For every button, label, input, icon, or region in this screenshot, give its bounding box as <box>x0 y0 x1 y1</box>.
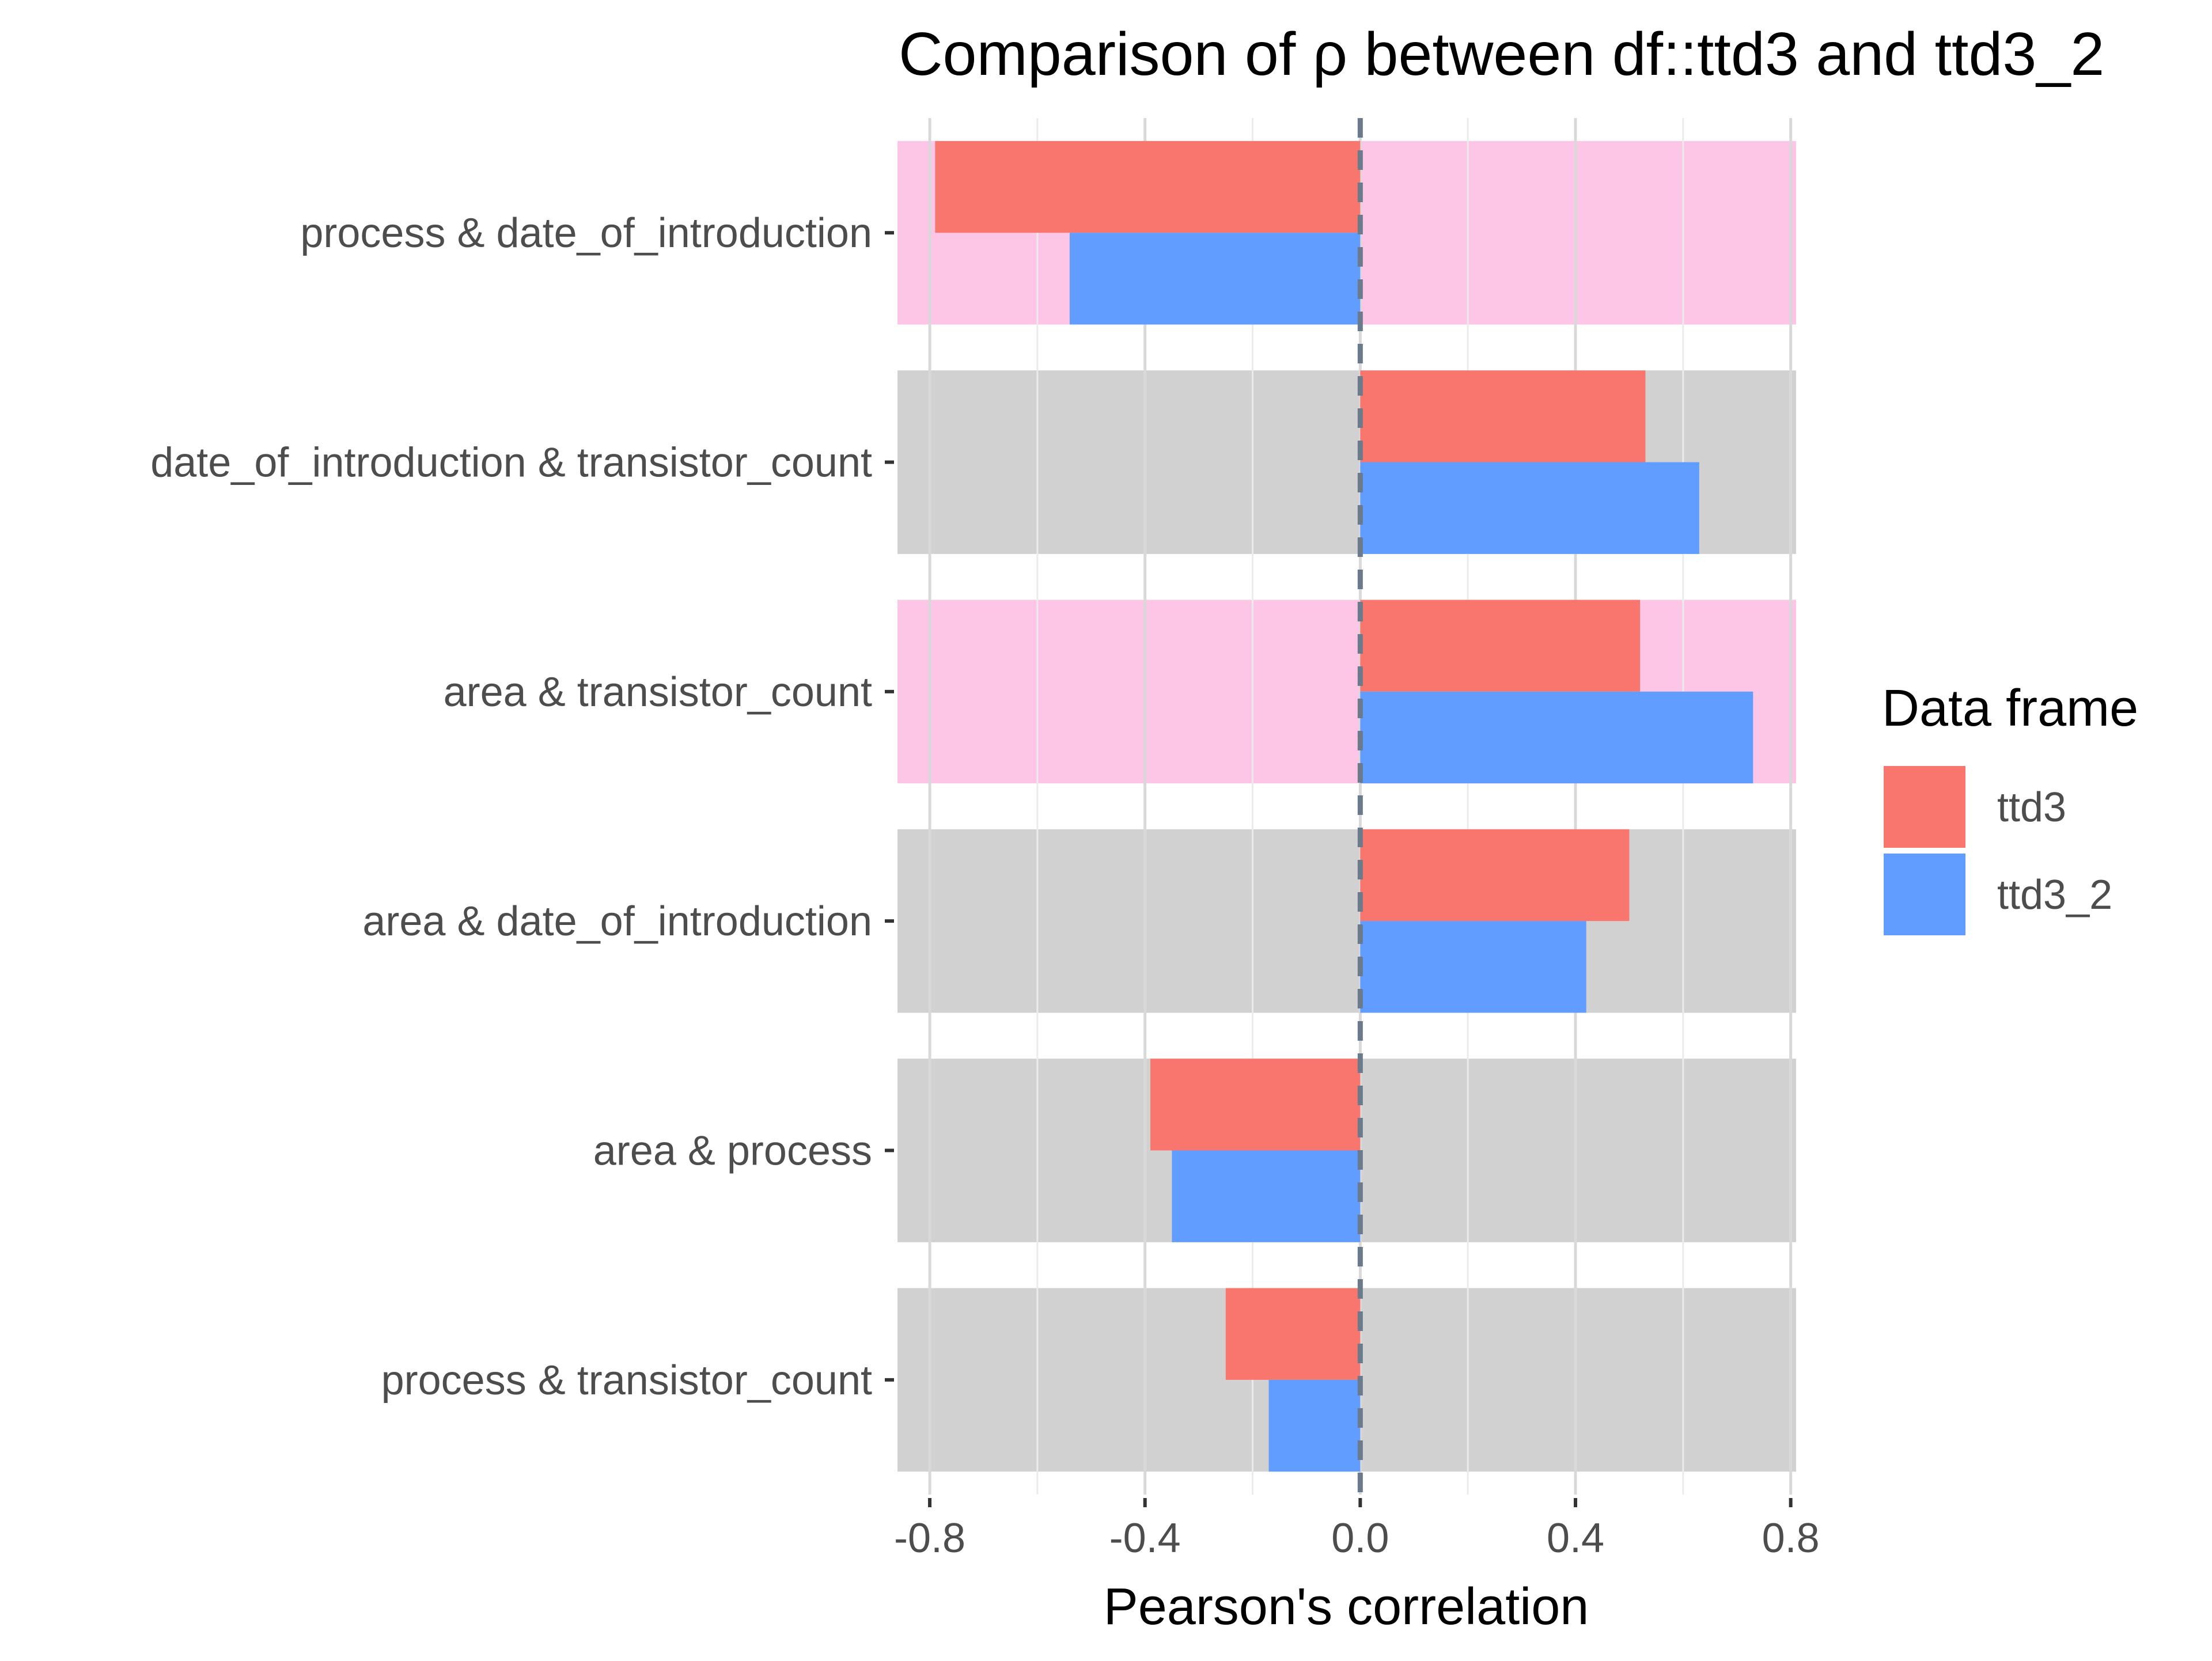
x-tick-label: -0.8 <box>894 1515 965 1561</box>
y-tick-label: date_of_introduction & transistor_count <box>150 440 872 486</box>
legend-label-ttd3-2: ttd3_2 <box>1997 872 2112 918</box>
x-axis-title: Pearson's correlation <box>1104 1578 1589 1636</box>
bar-ttd3-process-date-of-introduction <box>935 141 1361 233</box>
x-tick-label: 0.4 <box>1547 1515 1604 1561</box>
bar-ttd3-2-area-process <box>1172 1150 1361 1242</box>
bar-ttd3-2-date-of-introduction-transistor-count <box>1360 462 1699 554</box>
x-tick-label: 0.0 <box>1331 1515 1389 1561</box>
bar-ttd3-2-process-date-of-introduction <box>1069 233 1361 325</box>
bar-ttd3-process-transistor-count <box>1225 1288 1361 1380</box>
legend-items: ttd3 ttd3_2 <box>1884 766 2112 935</box>
legend-label-ttd3: ttd3 <box>1997 784 2066 830</box>
vertical-gridlines <box>928 118 1793 1495</box>
x-tick-label: 0.8 <box>1762 1515 1820 1561</box>
legend: Data frame ttd3 ttd3_2 <box>1882 680 2138 935</box>
bar-ttd3-2-process-transistor-count <box>1268 1379 1361 1472</box>
bar-ttd3-area-date-of-introduction <box>1360 829 1630 921</box>
x-tick-label: -0.4 <box>1109 1515 1181 1561</box>
y-tick-label: area & transistor_count <box>444 669 872 715</box>
band-area-date-of-introduction <box>897 829 1796 1013</box>
y-tick-label: process & transistor_count <box>381 1357 872 1404</box>
bar-ttd3-2-area-date-of-introduction <box>1360 921 1586 1013</box>
chart-title: Comparison of ρ between df::ttd3 and ttd… <box>899 20 2104 88</box>
y-axis: process & date_of_introduction date_of_in… <box>150 210 894 1404</box>
bar-ttd3-date-of-introduction-transistor-count <box>1360 370 1646 462</box>
y-tick-label: area & process <box>593 1128 872 1174</box>
legend-key-ttd3-2 <box>1884 854 1965 935</box>
x-axis: -0.8 -0.4 0.0 0.4 0.8 <box>894 1498 1820 1561</box>
bar-ttd3-area-transistor-count <box>1360 600 1641 692</box>
data-bars <box>935 141 1753 1472</box>
bar-ttd3-area-process <box>1150 1059 1361 1151</box>
bar-ttd3-2-area-transistor-count <box>1360 691 1753 784</box>
y-tick-label: process & date_of_introduction <box>300 210 872 256</box>
legend-title: Data frame <box>1882 680 2138 737</box>
y-tick-label: area & date_of_introduction <box>362 898 872 945</box>
legend-key-ttd3 <box>1884 766 1965 848</box>
